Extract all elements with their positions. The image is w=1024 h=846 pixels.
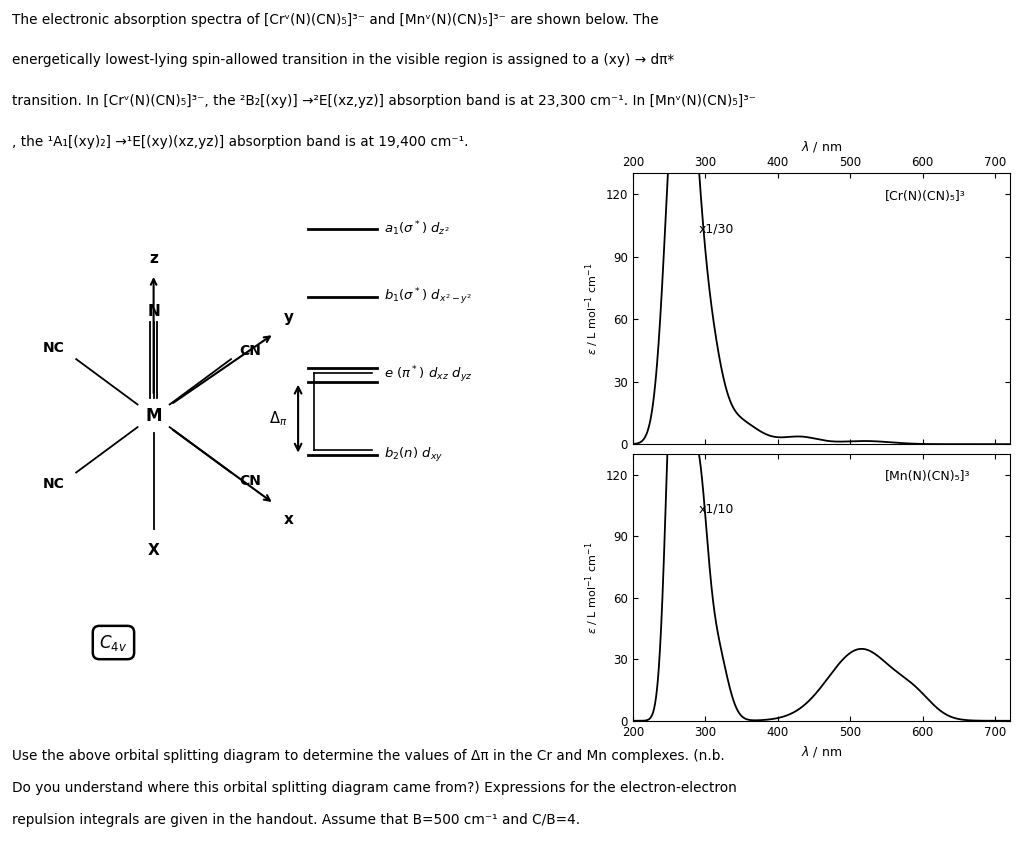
X-axis label: $\lambda$ / nm: $\lambda$ / nm bbox=[801, 744, 842, 759]
Text: $a_1(\sigma^*)\ d_{z^2}$: $a_1(\sigma^*)\ d_{z^2}$ bbox=[384, 219, 450, 238]
X-axis label: $\lambda$ / nm: $\lambda$ / nm bbox=[801, 139, 842, 153]
Text: N: N bbox=[147, 305, 160, 320]
Text: $e\ (\pi^*)\ d_{xz}\ d_{yz}$: $e\ (\pi^*)\ d_{xz}\ d_{yz}$ bbox=[384, 365, 473, 385]
Text: $b_1(\sigma^*)\ d_{x^2-y^2}$: $b_1(\sigma^*)\ d_{x^2-y^2}$ bbox=[384, 287, 472, 307]
Text: [Cr(N)(CN)₅]³: [Cr(N)(CN)₅]³ bbox=[886, 190, 966, 203]
Text: , the ¹A₁[(xy)₂] →¹E[(xy)(xz,yz)] absorption band is at 19,400 cm⁻¹.: , the ¹A₁[(xy)₂] →¹E[(xy)(xz,yz)] absorp… bbox=[12, 135, 469, 149]
Text: $C_{4v}$: $C_{4v}$ bbox=[99, 633, 127, 652]
Text: NC: NC bbox=[43, 477, 65, 491]
Text: energetically lowest-lying spin-allowed transition in the visible region is assi: energetically lowest-lying spin-allowed … bbox=[12, 53, 675, 68]
Y-axis label: $\varepsilon$ / L mol$^{-1}$ cm$^{-1}$: $\varepsilon$ / L mol$^{-1}$ cm$^{-1}$ bbox=[584, 262, 601, 355]
Text: x1/10: x1/10 bbox=[698, 503, 734, 515]
Text: x1/30: x1/30 bbox=[698, 222, 734, 235]
Text: repulsion integrals are given in the handout. Assume that B=500 cm⁻¹ and C/B=4.: repulsion integrals are given in the han… bbox=[12, 813, 581, 827]
Text: Do you understand where this orbital splitting diagram came from?) Expressions f: Do you understand where this orbital spl… bbox=[12, 781, 737, 795]
Text: $\Delta_\pi$: $\Delta_\pi$ bbox=[268, 409, 288, 428]
Text: X: X bbox=[147, 543, 160, 558]
Text: y: y bbox=[284, 310, 293, 325]
Text: z: z bbox=[150, 250, 158, 266]
Text: [Mn(N)(CN)₅]³: [Mn(N)(CN)₅]³ bbox=[886, 470, 971, 483]
Text: $b_2(n)\ d_{xy}$: $b_2(n)\ d_{xy}$ bbox=[384, 447, 443, 464]
Text: Use the above orbital splitting diagram to determine the values of Δπ in the Cr : Use the above orbital splitting diagram … bbox=[12, 749, 725, 763]
Text: CN: CN bbox=[240, 343, 261, 358]
Text: M: M bbox=[145, 407, 162, 425]
Text: CN: CN bbox=[240, 474, 261, 488]
Text: The electronic absorption spectra of [Crᵛ(N)(CN)₅]³⁻ and [Mnᵛ(N)(CN)₅]³⁻ are sho: The electronic absorption spectra of [Cr… bbox=[12, 13, 658, 27]
Text: NC: NC bbox=[43, 341, 65, 354]
Text: x: x bbox=[284, 512, 293, 527]
Y-axis label: $\varepsilon$ / L mol$^{-1}$ cm$^{-1}$: $\varepsilon$ / L mol$^{-1}$ cm$^{-1}$ bbox=[584, 541, 601, 634]
Text: transition. In [Crᵛ(N)(CN)₅]³⁻, the ²B₂[(xy)] →²E[(xz,yz)] absorption band is at: transition. In [Crᵛ(N)(CN)₅]³⁻, the ²B₂[… bbox=[12, 94, 757, 108]
